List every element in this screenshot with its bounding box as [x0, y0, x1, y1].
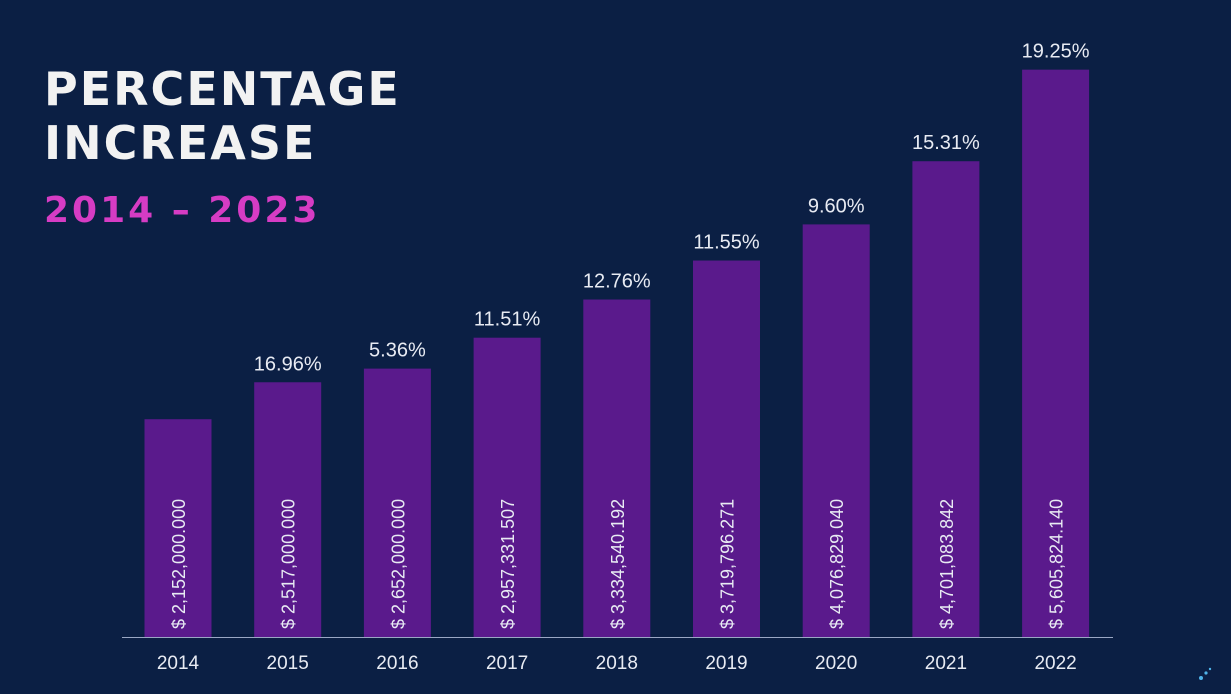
percent-label: 11.55% — [693, 232, 760, 254]
title-line-1: PERCENTAGE — [44, 62, 401, 116]
x-tick-label: 2019 — [705, 653, 747, 674]
x-tick-label: 2014 — [157, 653, 200, 674]
title-line-2: INCREASE — [44, 116, 317, 170]
x-tick-label: 2018 — [596, 653, 638, 674]
percent-label: 5.36% — [369, 340, 426, 362]
value-label: $ 5,605,824.140 — [1047, 499, 1067, 629]
chart-title: PERCENTAGE INCREASE — [44, 62, 401, 170]
x-tick-label: 2022 — [1034, 653, 1076, 674]
value-label: $ 2,957,331.507 — [498, 499, 518, 629]
percent-label: 12.76% — [583, 271, 651, 293]
percent-label: 15.31% — [912, 132, 980, 154]
value-label: $ 2,652,000.000 — [388, 499, 408, 629]
value-label: $ 3,334,540.192 — [608, 499, 628, 629]
bar — [583, 299, 651, 637]
x-tick-label: 2021 — [925, 653, 967, 674]
x-tick-label: 2015 — [267, 653, 309, 674]
bar — [473, 337, 541, 637]
percent-label: 9.60% — [808, 195, 865, 217]
value-label: $ 2,517,000.000 — [279, 499, 299, 629]
bar — [254, 382, 322, 637]
bar — [1022, 69, 1090, 638]
bar — [363, 368, 431, 637]
bar — [912, 161, 980, 637]
x-tick-label: 2016 — [376, 653, 418, 674]
value-label: $ 4,076,829.040 — [827, 499, 847, 629]
bar — [802, 224, 870, 637]
x-tick-label: 2020 — [815, 653, 857, 674]
percent-label: 19.25% — [1022, 41, 1090, 63]
percent-label: 16.96% — [254, 353, 322, 375]
bar — [144, 419, 212, 637]
logo-icon — [1199, 667, 1212, 680]
chart-subtitle: 2014 – 2023 — [44, 190, 321, 231]
value-label: $ 4,701,083.842 — [937, 499, 957, 629]
percent-label: 11.51% — [474, 309, 541, 331]
value-label: $ 3,719,796.271 — [718, 499, 738, 629]
bar — [693, 260, 760, 637]
value-label: $ 2,152,000.000 — [169, 499, 189, 629]
x-tick-label: 2017 — [486, 653, 528, 674]
